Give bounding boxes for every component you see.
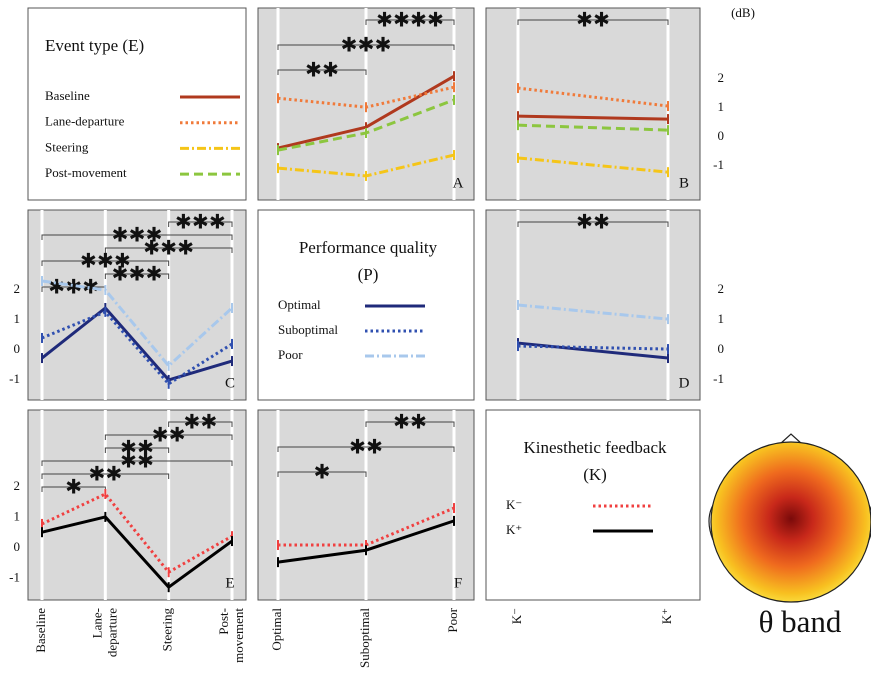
significance-star: ✱ bbox=[593, 8, 610, 32]
significance-star: ✱ bbox=[146, 262, 163, 286]
significance-star: ✱ bbox=[576, 8, 593, 32]
y-tick-label: 2 bbox=[718, 281, 725, 296]
significance-star: ✱ bbox=[80, 249, 97, 273]
y-tick-label: -1 bbox=[9, 570, 20, 585]
legend-label: Steering bbox=[45, 139, 89, 154]
significance-star: ✱ bbox=[112, 262, 129, 286]
significance-star: ✱ bbox=[576, 210, 593, 234]
legend-title: Kinesthetic feedback bbox=[523, 438, 667, 457]
y-tick-label: 0 bbox=[14, 341, 21, 356]
significance-star: ✱ bbox=[65, 475, 82, 499]
y-tick-label: 1 bbox=[14, 509, 21, 524]
y-tick-label: 1 bbox=[718, 99, 725, 114]
panel-label: F bbox=[454, 575, 462, 591]
significance-star: ✱ bbox=[112, 223, 129, 247]
panel-label: C bbox=[225, 375, 235, 391]
significance-star: ✱ bbox=[209, 210, 226, 234]
panel-label: A bbox=[453, 175, 464, 191]
significance-star: ✱ bbox=[120, 449, 137, 473]
x-tick-label: Lane-departure bbox=[89, 608, 119, 657]
x-tick-label: Optimal bbox=[269, 608, 284, 651]
legend-title: Performance quality bbox=[299, 238, 438, 257]
significance-star: ✱ bbox=[593, 210, 610, 234]
significance-star: ✱ bbox=[169, 423, 186, 447]
legend-label: Baseline bbox=[45, 88, 90, 103]
legend-label: Optimal bbox=[278, 297, 321, 312]
y-tick-label: 1 bbox=[14, 311, 21, 326]
y-tick-label: -1 bbox=[9, 371, 20, 386]
legend-label: K⁺ bbox=[506, 522, 522, 537]
significance-star: ✱ bbox=[410, 8, 427, 32]
significance-star: ✱ bbox=[129, 262, 146, 286]
significance-star: ✱ bbox=[393, 8, 410, 32]
significance-star: ✱ bbox=[152, 423, 169, 447]
legend-label: Suboptimal bbox=[278, 322, 338, 337]
significance-star: ✱ bbox=[192, 210, 209, 234]
legend-label: Post-movement bbox=[45, 165, 127, 180]
significance-star: ✱ bbox=[160, 236, 177, 260]
significance-star: ✱ bbox=[48, 275, 65, 299]
significance-star: ✱ bbox=[177, 236, 194, 260]
y-tick-label: 0 bbox=[14, 539, 21, 554]
y-tick-label: 2 bbox=[14, 478, 21, 493]
y-tick-label: -1 bbox=[713, 371, 724, 386]
y-tick-label: 2 bbox=[14, 281, 21, 296]
significance-star: ✱ bbox=[314, 460, 331, 484]
significance-star: ✱ bbox=[410, 410, 427, 434]
band-label: θ band bbox=[759, 604, 842, 639]
x-tick-label: K⁻ bbox=[509, 608, 524, 624]
y-tick-label: -1 bbox=[713, 157, 724, 172]
x-tick-label: Suboptimal bbox=[357, 608, 372, 668]
y-tick-label: 1 bbox=[718, 311, 725, 326]
x-tick-label: Post-movement bbox=[216, 608, 246, 663]
figure: θ band (dB) ✱✱✱✱✱✱✱✱✱AEvent type (E)Base… bbox=[0, 0, 871, 698]
significance-star: ✱ bbox=[341, 33, 358, 57]
legend-label: K⁻ bbox=[506, 497, 522, 512]
panel-label: B bbox=[679, 175, 689, 191]
significance-star: ✱ bbox=[88, 462, 105, 486]
significance-star: ✱ bbox=[305, 58, 322, 82]
significance-star: ✱ bbox=[322, 58, 339, 82]
x-tick-label: Steering bbox=[160, 608, 175, 652]
panel-label: E bbox=[225, 575, 234, 591]
significance-star: ✱ bbox=[358, 33, 375, 57]
legend-title: Event type (E) bbox=[45, 36, 144, 55]
unit-label: (dB) bbox=[731, 5, 755, 20]
y-tick-label: 2 bbox=[718, 70, 725, 85]
significance-star: ✱ bbox=[82, 275, 99, 299]
y-tick-label: 0 bbox=[718, 128, 725, 143]
significance-star: ✱ bbox=[393, 410, 410, 434]
significance-star: ✱ bbox=[376, 8, 393, 32]
panel-label: D bbox=[679, 375, 690, 391]
significance-star: ✱ bbox=[366, 435, 383, 459]
significance-star: ✱ bbox=[143, 236, 160, 260]
significance-star: ✱ bbox=[375, 33, 392, 57]
topomap bbox=[709, 434, 871, 602]
significance-star: ✱ bbox=[137, 449, 154, 473]
legend-label: Poor bbox=[278, 347, 303, 362]
significance-star: ✱ bbox=[349, 435, 366, 459]
significance-star: ✱ bbox=[183, 410, 200, 434]
legend-title: (K) bbox=[583, 465, 607, 484]
legend-title: (P) bbox=[358, 265, 379, 284]
x-tick-label: K⁺ bbox=[659, 608, 674, 624]
significance-star: ✱ bbox=[200, 410, 217, 434]
x-tick-label: Poor bbox=[445, 607, 460, 632]
significance-star: ✱ bbox=[427, 8, 444, 32]
significance-star: ✱ bbox=[105, 462, 122, 486]
y-tick-label: 0 bbox=[718, 341, 725, 356]
significance-star: ✱ bbox=[175, 210, 192, 234]
x-tick-label: Baseline bbox=[33, 608, 48, 653]
legend-label: Lane-departure bbox=[45, 114, 125, 129]
